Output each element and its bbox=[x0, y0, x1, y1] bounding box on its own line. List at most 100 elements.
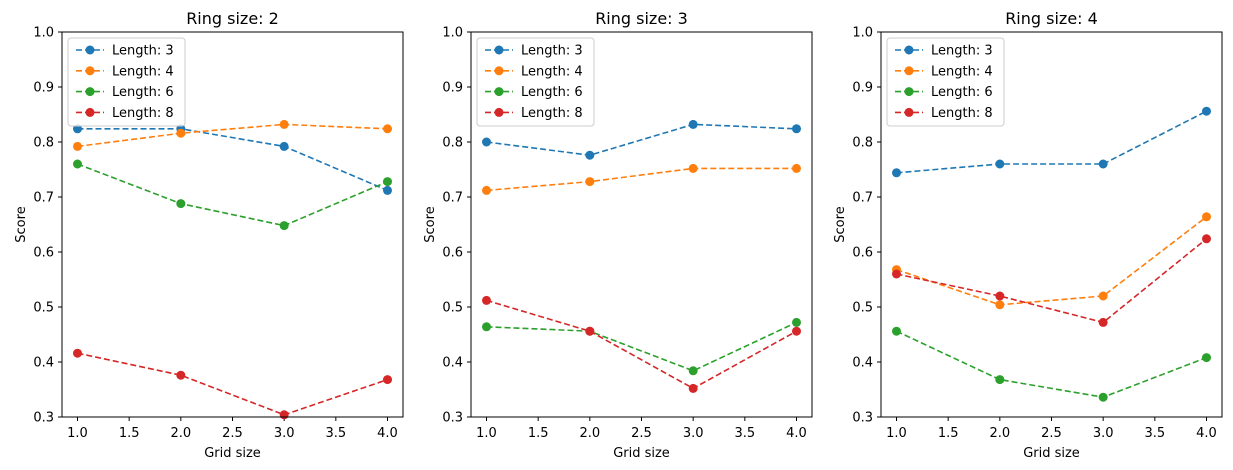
data-point bbox=[585, 326, 595, 336]
x-axis-label: Grid size bbox=[613, 446, 670, 461]
y-tick-label: 1.0 bbox=[852, 26, 873, 41]
series-line bbox=[896, 238, 1208, 324]
x-tick-label: 1.0 bbox=[67, 426, 88, 441]
x-tick-label: 1.0 bbox=[886, 426, 907, 441]
x-tick-label: 2.5 bbox=[222, 426, 243, 441]
y-tick-label: 0.4 bbox=[33, 356, 54, 371]
y-tick-label: 0.7 bbox=[852, 191, 873, 206]
data-point bbox=[995, 159, 1005, 169]
data-point bbox=[383, 375, 392, 385]
legend-label: Length: 8 bbox=[931, 106, 993, 121]
data-point bbox=[1098, 291, 1108, 301]
data-point bbox=[482, 322, 491, 332]
legend: Length: 3 Length: 4 Length: 6 Length: 8 bbox=[476, 37, 595, 127]
y-tick-label: 0.4 bbox=[442, 356, 463, 371]
data-point bbox=[279, 141, 289, 151]
data-point bbox=[688, 163, 698, 173]
data-point bbox=[383, 124, 392, 134]
data-point bbox=[1202, 353, 1211, 363]
y-tick-label: 0.7 bbox=[33, 191, 54, 206]
y-tick-label: 0.5 bbox=[33, 301, 54, 316]
legend-label: Length: 6 bbox=[931, 85, 993, 100]
x-axis-label: Grid size bbox=[1023, 446, 1080, 461]
y-tick-label: 0.3 bbox=[33, 411, 54, 426]
legend-label: Length: 8 bbox=[112, 106, 174, 121]
legend-label: Length: 6 bbox=[521, 85, 583, 100]
plot-area bbox=[892, 106, 1211, 402]
x-tick-label: 1.5 bbox=[528, 426, 549, 441]
y-tick-label: 1.0 bbox=[442, 26, 463, 41]
y-tick-label: 0.6 bbox=[442, 246, 463, 261]
series-line bbox=[77, 352, 388, 416]
data-point bbox=[1202, 212, 1211, 222]
plot-frame bbox=[61, 31, 404, 418]
series-line bbox=[77, 128, 388, 192]
legend-marker bbox=[494, 45, 504, 55]
legend-marker bbox=[494, 66, 504, 76]
plot-frame bbox=[470, 31, 813, 418]
data-point bbox=[892, 326, 901, 336]
y-tick-label: 0.9 bbox=[33, 81, 54, 96]
legend-marker bbox=[904, 107, 914, 117]
x-tick-label: 3.0 bbox=[1093, 426, 1114, 441]
series-line bbox=[486, 299, 797, 390]
y-tick-label: 1.0 bbox=[33, 26, 54, 41]
legend-label: Length: 3 bbox=[931, 44, 993, 59]
data-point bbox=[1098, 317, 1108, 327]
data-point bbox=[792, 124, 801, 134]
data-point bbox=[73, 141, 82, 151]
legend-box bbox=[476, 37, 595, 127]
chart-panel: Ring size: 3 1.0 1.5 2.0 2.5 3.0 3.5 4.0 0.3 0.4 0… bbox=[423, 9, 813, 461]
legend-marker bbox=[904, 66, 914, 76]
x-tick-label: 2.0 bbox=[170, 426, 191, 441]
data-point bbox=[585, 150, 595, 160]
legend-label: Length: 4 bbox=[931, 64, 993, 79]
y-tick-label: 0.3 bbox=[442, 411, 463, 426]
chart-panel: Ring size: 4 1.0 1.5 2.0 2.5 3.0 3.5 4.0 0.3 0.4 0… bbox=[833, 9, 1223, 461]
legend-label: Length: 3 bbox=[521, 44, 583, 59]
legend: Length: 3 Length: 4 Length: 6 Length: 8 bbox=[886, 37, 1005, 127]
legend-label: Length: 4 bbox=[521, 64, 583, 79]
y-tick-label: 0.8 bbox=[33, 136, 54, 151]
plot-area bbox=[73, 119, 392, 420]
x-tick-label: 1.5 bbox=[119, 426, 140, 441]
data-point bbox=[383, 185, 392, 195]
legend-marker bbox=[85, 45, 95, 55]
data-point bbox=[892, 269, 901, 279]
data-point bbox=[383, 177, 392, 187]
data-point bbox=[585, 177, 595, 187]
data-point bbox=[792, 317, 801, 327]
legend-box bbox=[886, 37, 1005, 127]
legend-marker bbox=[85, 107, 95, 117]
legend-marker bbox=[85, 87, 95, 97]
legend-label: Length: 4 bbox=[112, 64, 174, 79]
chart-title: Ring size: 4 bbox=[1005, 9, 1098, 28]
y-tick-label: 0.8 bbox=[442, 136, 463, 151]
series-line bbox=[896, 216, 1207, 306]
y-axis-label: Score bbox=[833, 206, 848, 242]
x-tick-label: 4.0 bbox=[377, 426, 398, 441]
x-axis-label: Grid size bbox=[204, 446, 261, 461]
x-tick-label: 2.0 bbox=[579, 426, 600, 441]
chart-title: Ring size: 2 bbox=[186, 9, 279, 28]
y-tick-label: 0.5 bbox=[852, 301, 873, 316]
chart-panel: Ring size: 2 1.0 1.5 2.0 2.5 3.0 3.5 4.0 0.3 0.4 0… bbox=[14, 9, 404, 461]
y-tick-label: 0.6 bbox=[33, 246, 54, 261]
y-tick-label: 0.5 bbox=[442, 301, 463, 316]
legend-marker bbox=[494, 107, 504, 117]
x-tick-label: 3.0 bbox=[274, 426, 295, 441]
y-tick-label: 0.6 bbox=[852, 246, 873, 261]
legend-marker bbox=[85, 66, 95, 76]
data-point bbox=[279, 119, 289, 129]
data-point bbox=[995, 291, 1005, 301]
data-point bbox=[73, 348, 82, 358]
x-tick-label: 3.0 bbox=[683, 426, 704, 441]
data-point bbox=[482, 185, 491, 195]
x-tick-label: 3.5 bbox=[325, 426, 346, 441]
legend-label: Length: 3 bbox=[112, 44, 174, 59]
x-tick-label: 2.5 bbox=[1041, 426, 1062, 441]
x-tick-label: 2.0 bbox=[989, 426, 1010, 441]
legend: Length: 3 Length: 4 Length: 6 Length: 8 bbox=[67, 37, 186, 127]
series-line bbox=[77, 123, 388, 148]
